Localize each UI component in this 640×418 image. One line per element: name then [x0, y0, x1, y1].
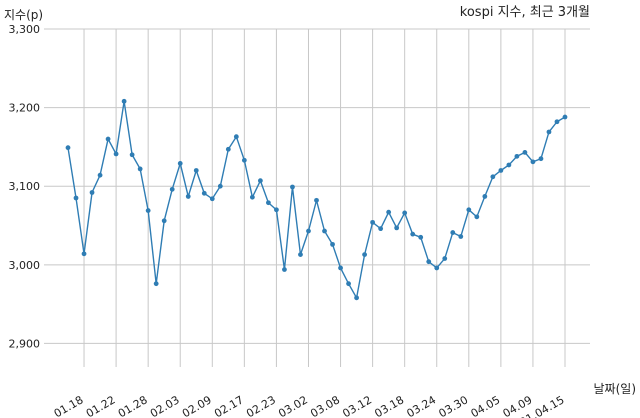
x-tick-label: 03.18	[372, 393, 406, 418]
data-point	[354, 295, 359, 301]
data-point	[370, 219, 376, 225]
data-point	[482, 194, 488, 199]
data-point	[530, 159, 536, 165]
data-point	[145, 208, 151, 213]
data-point	[554, 119, 560, 125]
data-point	[522, 150, 528, 155]
gridlines	[44, 28, 590, 367]
data-point	[282, 267, 287, 272]
data-point	[386, 209, 392, 215]
data-point	[322, 228, 327, 234]
data-point	[442, 256, 448, 261]
data-point	[113, 151, 119, 157]
data-point	[562, 114, 568, 120]
data-point	[193, 168, 199, 173]
x-tick-label: 04.05	[469, 393, 503, 418]
data-point	[65, 145, 71, 151]
data-point	[89, 190, 95, 195]
data-point	[426, 259, 432, 265]
y-tick-label: 3,000	[9, 259, 41, 272]
data-point	[185, 194, 191, 199]
data-point	[73, 195, 79, 201]
data-point	[450, 230, 456, 235]
data-point	[346, 281, 351, 287]
series-kospi	[65, 98, 568, 301]
data-point	[506, 162, 512, 168]
data-point	[490, 174, 496, 180]
data-point	[257, 178, 263, 184]
data-point	[538, 156, 544, 162]
data-point	[458, 234, 464, 239]
chart-title: kospi 지수, 최근 3개월	[460, 5, 590, 20]
data-point	[129, 152, 135, 158]
data-point	[97, 172, 103, 178]
data-point	[153, 281, 159, 287]
data-point	[338, 265, 343, 271]
y-tick-label: 3,100	[9, 180, 41, 193]
x-tick-label: 01.18	[52, 393, 86, 418]
x-tick-label: 03.08	[308, 393, 342, 418]
x-tick-labels: 01.1801.2201.2802.0302.0902.1702.2303.02…	[52, 393, 567, 418]
data-point	[209, 196, 215, 202]
x-tick-label: 01.28	[116, 393, 150, 418]
x-axis-title: 날짜(일)	[594, 382, 636, 396]
data-point	[330, 241, 335, 247]
data-point	[298, 252, 303, 257]
data-point	[233, 134, 239, 140]
data-point	[362, 252, 367, 257]
data-point	[137, 166, 143, 172]
x-tick-label: 02.17	[212, 393, 246, 418]
data-point	[161, 218, 167, 224]
x-tick-label: 03.12	[340, 393, 374, 418]
data-point	[394, 225, 400, 231]
y-tick-label: 3,300	[9, 23, 41, 36]
x-tick-label: 01.22	[84, 393, 118, 418]
data-point	[434, 265, 440, 271]
data-point	[241, 157, 247, 163]
data-point	[466, 207, 472, 213]
data-point	[474, 214, 480, 220]
data-point	[378, 226, 384, 232]
data-point	[306, 228, 311, 234]
data-point	[105, 136, 111, 142]
data-point	[249, 194, 255, 200]
data-point	[418, 234, 424, 240]
data-point	[314, 197, 319, 203]
y-tick-label: 3,200	[9, 102, 41, 115]
data-point	[410, 231, 416, 237]
data-point	[201, 190, 207, 196]
y-tick-label: 2,900	[9, 337, 41, 350]
x-tick-label: 03.02	[276, 393, 310, 418]
x-tick-label: 03.24	[404, 393, 438, 418]
data-point	[121, 98, 127, 104]
x-tick-label: 02.09	[180, 393, 214, 418]
data-point	[81, 251, 87, 257]
data-point	[217, 183, 223, 189]
x-tick-label: 02.03	[148, 393, 182, 418]
data-point	[514, 153, 520, 159]
x-tick-label: 02.23	[244, 393, 278, 418]
data-point	[225, 146, 231, 152]
y-tick-labels: 2,900 3,000 3,100 3,200 3,300	[9, 23, 41, 350]
y-axis-title: 지수(p)	[4, 8, 43, 22]
data-point	[498, 168, 504, 173]
data-point	[266, 200, 271, 206]
data-point	[402, 210, 408, 216]
data-point	[169, 186, 175, 192]
data-point	[290, 184, 295, 190]
x-tick-label: 03.30	[437, 393, 471, 418]
data-point	[177, 161, 183, 166]
data-point	[274, 207, 279, 213]
data-point	[546, 129, 552, 135]
